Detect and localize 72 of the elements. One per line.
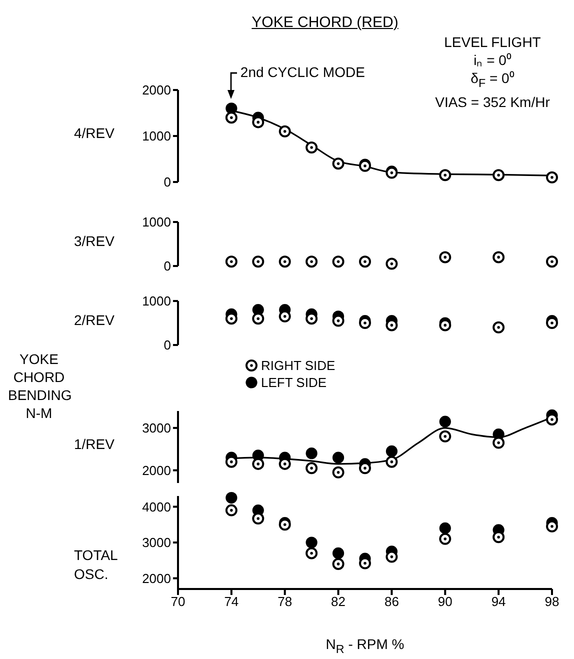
x-tick-label: 90 bbox=[438, 594, 452, 610]
point bbox=[306, 462, 318, 474]
legend-label: RIGHT SIDE bbox=[261, 357, 336, 374]
y-tick-label: 3000 bbox=[142, 535, 171, 550]
y-tick-label: 4000 bbox=[142, 499, 171, 514]
y-tick-label: 2000 bbox=[142, 570, 171, 586]
y-axis-title: 3/REV bbox=[74, 232, 116, 251]
text: iₙ = 0⁰ bbox=[472, 51, 512, 69]
annotation: VIAS = 352 Km/Hr bbox=[434, 92, 551, 111]
point bbox=[306, 547, 318, 560]
chart-title: YOKE CHORD (RED) bbox=[250, 14, 400, 31]
point bbox=[306, 536, 318, 548]
y-axis-title: TOTAL OSC. bbox=[74, 546, 118, 584]
point bbox=[492, 169, 505, 182]
y-tick-label: 0 bbox=[164, 258, 171, 274]
x-tick-label: 70 bbox=[170, 594, 186, 610]
point bbox=[278, 256, 291, 268]
text: δ$_{F}$ = 0⁰ bbox=[470, 69, 516, 92]
point bbox=[306, 142, 318, 154]
point bbox=[359, 256, 371, 268]
point bbox=[252, 512, 264, 525]
point bbox=[252, 256, 264, 268]
y-tick-label: 2000 bbox=[142, 82, 171, 98]
point bbox=[278, 125, 291, 138]
point bbox=[252, 312, 264, 325]
x-tick-label: 94 bbox=[491, 594, 506, 610]
point bbox=[492, 321, 505, 334]
point bbox=[306, 448, 318, 460]
point bbox=[439, 251, 452, 264]
point bbox=[439, 522, 451, 534]
point bbox=[439, 416, 451, 428]
point bbox=[546, 171, 558, 184]
y-tick-label: 1000 bbox=[142, 294, 171, 309]
point bbox=[225, 256, 238, 268]
y-tick-label: 0 bbox=[164, 174, 171, 190]
point bbox=[386, 445, 398, 458]
y-tick-label: 3000 bbox=[142, 420, 171, 436]
x-tick-label: 86 bbox=[384, 594, 399, 610]
point bbox=[225, 112, 238, 124]
annotation: 2nd CYCLIC MODE bbox=[240, 64, 365, 80]
y-axis-title: 4/REV bbox=[74, 124, 116, 143]
point bbox=[386, 456, 398, 468]
point bbox=[386, 258, 398, 270]
point bbox=[439, 430, 452, 442]
point bbox=[492, 251, 505, 264]
x-tick-label: 98 bbox=[544, 594, 560, 610]
y-tick-label: 0 bbox=[164, 338, 171, 353]
text: YOKE CHORD BENDING N-M bbox=[8, 350, 72, 422]
point bbox=[306, 256, 318, 268]
y-tick-label: 1000 bbox=[142, 214, 171, 230]
point bbox=[439, 532, 452, 545]
point bbox=[492, 436, 505, 449]
text: LEVEL FLIGHT bbox=[443, 33, 542, 51]
y-axis-title: 1/REV bbox=[74, 435, 116, 454]
x-axis-title: N$_{R}$ - RPM % bbox=[324, 636, 406, 656]
y-tick-label: 1000 bbox=[142, 128, 171, 144]
point bbox=[226, 492, 238, 504]
y-tick-label: 2000 bbox=[142, 462, 171, 478]
x-tick-label: 82 bbox=[331, 594, 346, 610]
point bbox=[332, 256, 344, 268]
legend-label: LEFT SIDE bbox=[261, 374, 327, 391]
point bbox=[332, 466, 344, 478]
x-tick-label: 78 bbox=[278, 594, 292, 610]
point bbox=[546, 256, 558, 268]
point bbox=[332, 547, 344, 560]
point bbox=[439, 169, 452, 182]
point bbox=[225, 504, 238, 516]
point bbox=[332, 558, 344, 570]
point bbox=[332, 158, 344, 170]
y-axis-title: 2/REV bbox=[74, 311, 116, 330]
point bbox=[332, 452, 344, 464]
x-tick-label: 74 bbox=[224, 594, 239, 610]
